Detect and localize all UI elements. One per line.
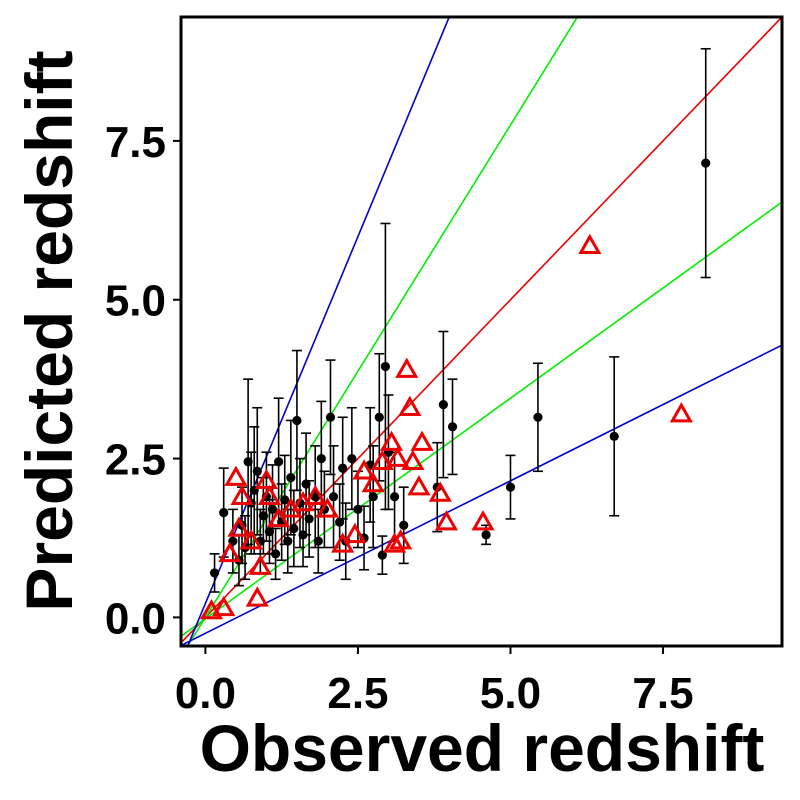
triangle-marker bbox=[395, 357, 419, 378]
data-point bbox=[353, 504, 363, 514]
triangle-marker bbox=[254, 468, 279, 490]
data-point bbox=[252, 466, 262, 476]
y-tick-label: 0.0 bbox=[105, 594, 166, 643]
data-point bbox=[338, 463, 348, 473]
reference-line-1:1 bbox=[181, 17, 782, 644]
data-point bbox=[377, 550, 387, 560]
data-point bbox=[298, 530, 308, 540]
y-tick-label: 7.5 bbox=[105, 118, 166, 167]
data-point bbox=[609, 431, 619, 441]
triangle-marker bbox=[428, 481, 452, 502]
data-point bbox=[258, 511, 268, 521]
data-point bbox=[368, 492, 378, 502]
data-point bbox=[701, 158, 711, 168]
triangle-marker bbox=[267, 506, 291, 528]
triangle-marker bbox=[578, 233, 602, 254]
data-point bbox=[304, 514, 314, 524]
triangle-marker bbox=[382, 532, 407, 553]
data-point bbox=[380, 361, 391, 372]
data-point bbox=[267, 504, 278, 514]
triangle-marker bbox=[379, 430, 404, 451]
x-tick-label: 2.5 bbox=[327, 669, 388, 718]
data-point bbox=[438, 399, 448, 410]
data-point bbox=[274, 457, 284, 467]
triangle-marker bbox=[370, 449, 394, 470]
y-axis-title: Predicted redshift bbox=[12, 50, 86, 611]
triangle-marker bbox=[389, 529, 413, 550]
triangle-marker bbox=[248, 554, 272, 575]
data-point bbox=[283, 536, 293, 546]
data-point bbox=[481, 530, 491, 540]
data-point bbox=[325, 412, 336, 422]
data-point bbox=[505, 482, 516, 492]
data-point bbox=[533, 412, 543, 422]
triangle-marker bbox=[398, 395, 422, 416]
y-tick-label: 5.0 bbox=[105, 277, 166, 326]
reference-line-lower-green bbox=[181, 201, 782, 638]
triangle-marker bbox=[218, 541, 242, 563]
triangle-marker bbox=[239, 529, 263, 550]
x-tick-label: 0.0 bbox=[175, 669, 236, 718]
triangle-marker bbox=[331, 532, 355, 553]
triangle-marker bbox=[361, 471, 385, 493]
triangle-marker bbox=[343, 522, 367, 544]
triangle-marker bbox=[386, 446, 410, 467]
data-point bbox=[292, 415, 302, 426]
triangle-marker bbox=[669, 402, 693, 423]
data-point bbox=[286, 473, 296, 483]
data-point bbox=[447, 422, 458, 432]
data-point bbox=[374, 412, 384, 422]
data-point bbox=[328, 492, 339, 502]
y-tick-label: 2.5 bbox=[105, 436, 166, 485]
data-point bbox=[301, 479, 311, 489]
triangle-marker bbox=[227, 516, 251, 537]
triangle-marker bbox=[303, 484, 327, 505]
data-point bbox=[264, 527, 275, 537]
data-point bbox=[270, 549, 281, 559]
triangle-marker bbox=[230, 484, 254, 505]
triangle-marker bbox=[352, 459, 376, 480]
data-point bbox=[399, 520, 409, 530]
x-axis-title: Observed redshift bbox=[200, 711, 765, 785]
data-point bbox=[209, 568, 220, 578]
triangle-marker bbox=[407, 475, 431, 496]
data-point bbox=[316, 453, 326, 464]
data-point bbox=[335, 517, 345, 527]
data-point bbox=[389, 492, 400, 502]
x-tick-label: 5.0 bbox=[480, 669, 541, 718]
data-point bbox=[313, 536, 323, 546]
triangle-marker bbox=[257, 484, 282, 505]
triangle-marker bbox=[401, 449, 425, 470]
data-point bbox=[347, 453, 357, 464]
triangle-marker bbox=[471, 510, 495, 531]
triangle-marker bbox=[212, 595, 236, 617]
x-tick-label: 7.5 bbox=[632, 669, 693, 718]
reference-line-lower-blue bbox=[181, 344, 782, 646]
reference-line-upper-blue bbox=[186, 17, 451, 646]
data-point bbox=[243, 457, 253, 467]
data-point bbox=[289, 523, 299, 534]
triangle-marker bbox=[315, 497, 340, 518]
data-point bbox=[280, 495, 290, 505]
data-point bbox=[219, 507, 229, 518]
triangle-marker bbox=[434, 510, 459, 531]
triangle-marker bbox=[245, 586, 269, 607]
triangle-marker bbox=[410, 430, 434, 451]
plot-frame bbox=[179, 15, 784, 648]
triangle-marker bbox=[224, 465, 248, 486]
